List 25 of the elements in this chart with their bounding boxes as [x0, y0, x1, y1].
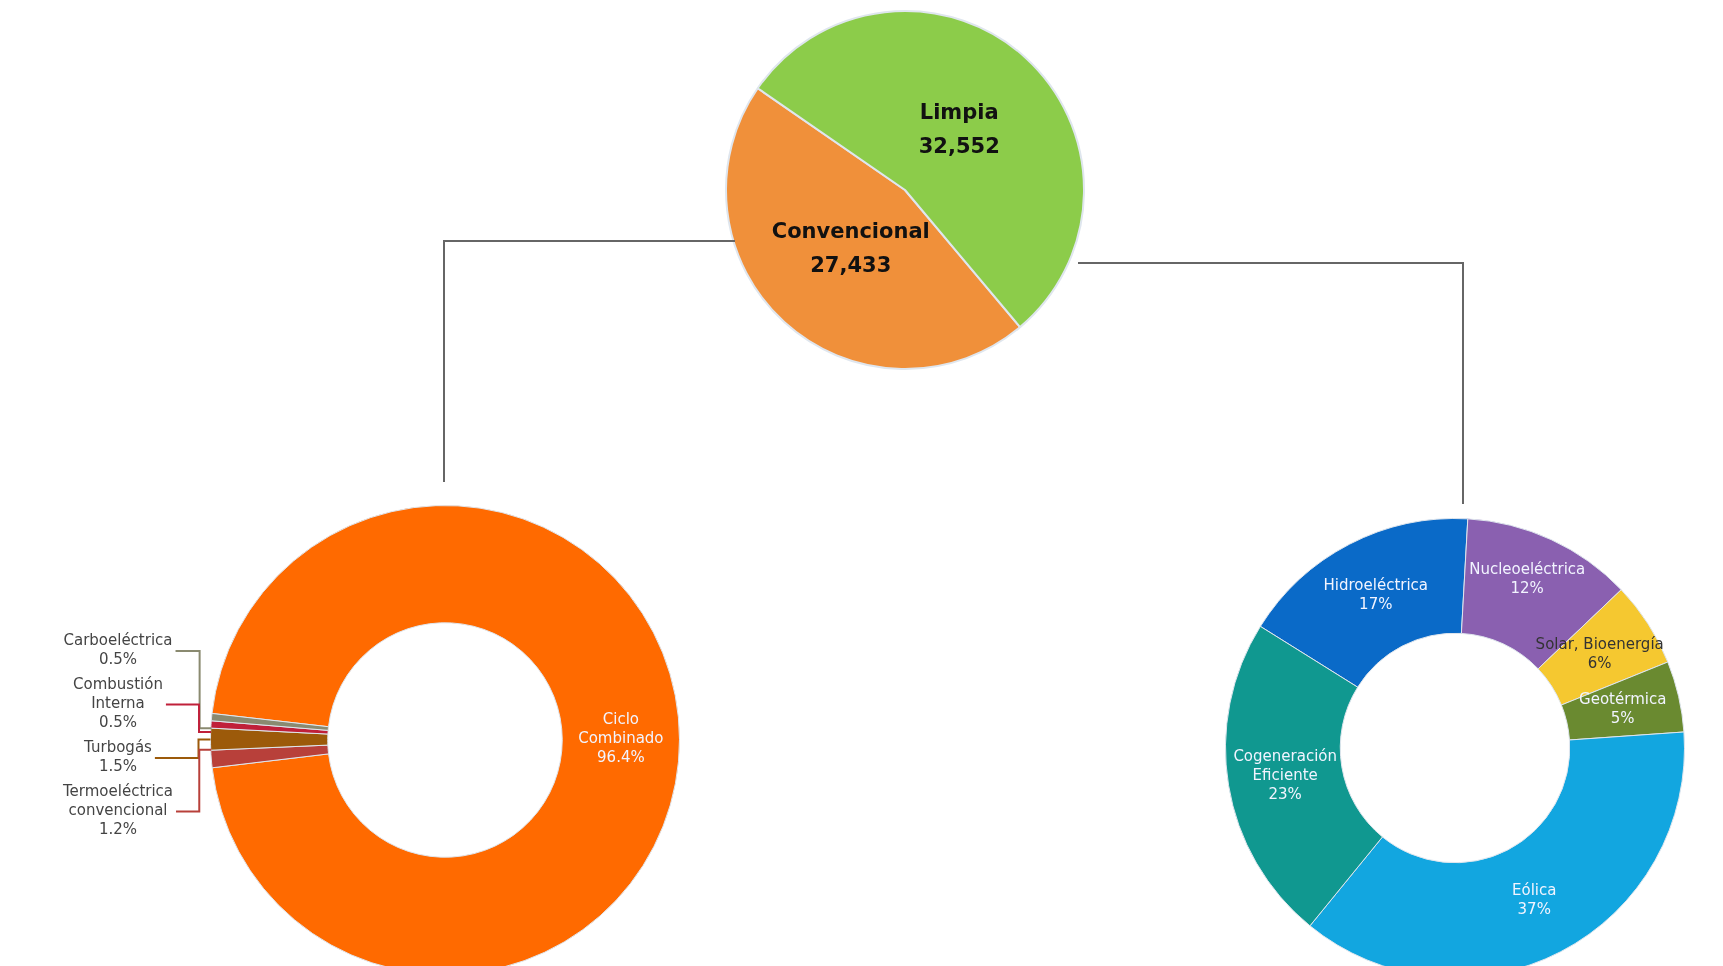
- slice-label: Ciclo Combinado: [578, 710, 664, 748]
- slice-label: Limpia: [919, 99, 999, 124]
- slice-label: Geotérmica: [1579, 689, 1667, 708]
- slice-label: Termoeléctrica convencional: [61, 782, 174, 820]
- data-label: 32,552: [918, 133, 1000, 158]
- slice-label: Carboeléctrica: [63, 631, 173, 650]
- slice-label: Cogeneración Eficiente: [1233, 747, 1337, 784]
- slice-label: Nucleoeléctrica: [1469, 560, 1586, 579]
- data-label: 27,433: [810, 253, 892, 278]
- data-label: 0.5%: [98, 713, 138, 732]
- data-label: 0.5%: [98, 650, 138, 669]
- data-label: 1.5%: [98, 757, 138, 776]
- slice-label: Hidroeléctrica: [1323, 575, 1429, 594]
- data-label: 17%: [1359, 594, 1393, 613]
- data-label: 37%: [1517, 900, 1551, 919]
- data-label: 1.2%: [98, 820, 138, 839]
- slice-label: Eólica: [1511, 881, 1557, 900]
- data-label: 6%: [1587, 654, 1612, 673]
- data-label: 96.4%: [597, 748, 645, 767]
- slice-label: Convencional: [771, 219, 930, 244]
- slice-label: Turbogás: [83, 738, 153, 757]
- slice-label: Combustión Interna: [73, 675, 163, 713]
- data-label: 12%: [1510, 579, 1544, 598]
- data-label: 23%: [1268, 785, 1302, 803]
- data-label: 5%: [1610, 708, 1635, 727]
